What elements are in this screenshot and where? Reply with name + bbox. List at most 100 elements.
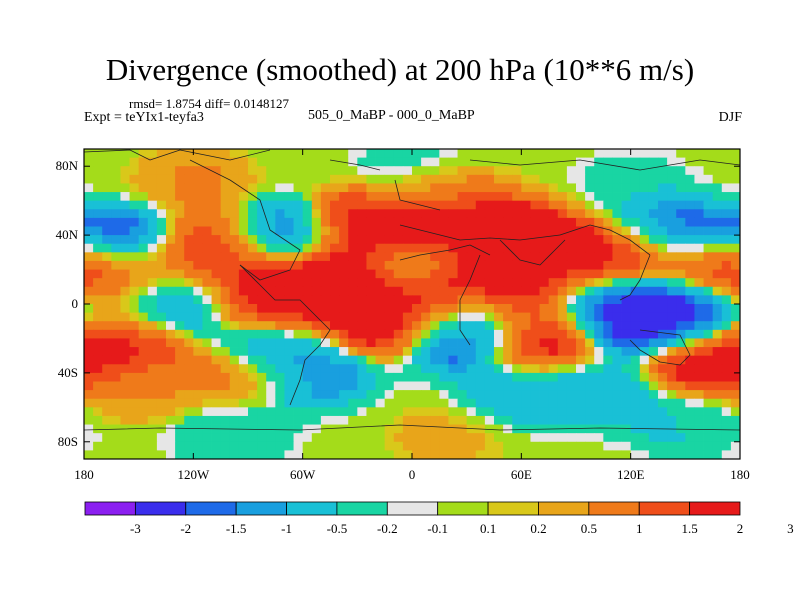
field-cell	[439, 450, 449, 460]
field-cell	[238, 304, 249, 314]
field-cell	[184, 174, 194, 184]
field-cell	[156, 200, 167, 210]
field-cell	[448, 372, 458, 382]
field-cell	[120, 441, 130, 451]
field-cell	[439, 347, 449, 357]
field-cell	[284, 304, 294, 314]
field-cell	[248, 433, 258, 443]
field-cell	[175, 278, 185, 288]
field-cell	[694, 278, 704, 288]
field-cell	[266, 286, 276, 296]
field-cell	[284, 338, 294, 348]
field-cell	[667, 347, 677, 357]
field-cell	[339, 260, 349, 270]
field-cell	[156, 450, 167, 460]
field-cell	[156, 226, 167, 236]
field-cell	[448, 217, 458, 227]
field-cell	[175, 200, 185, 210]
field-cell	[576, 347, 586, 357]
field-cell	[357, 312, 367, 322]
field-cell	[457, 398, 468, 408]
field-cell	[430, 286, 440, 296]
field-cell	[330, 235, 340, 245]
field-cell	[220, 441, 231, 451]
field-cell	[721, 415, 732, 425]
field-cell	[457, 390, 468, 400]
field-cell	[330, 433, 340, 443]
field-cell	[275, 398, 285, 408]
field-cell	[712, 441, 723, 451]
field-cell	[266, 372, 276, 382]
field-cell	[366, 355, 376, 365]
field-cell	[166, 286, 176, 296]
field-cell	[339, 450, 349, 460]
field-cell	[612, 278, 622, 288]
field-cell	[339, 321, 349, 331]
field-cell	[138, 286, 149, 296]
field-cell	[366, 243, 376, 253]
field-cell	[402, 269, 413, 279]
field-cell	[184, 260, 194, 270]
field-cell	[430, 433, 440, 443]
field-cell	[248, 312, 258, 322]
field-cell	[175, 433, 185, 443]
field-cell	[229, 183, 240, 193]
field-cell	[284, 372, 294, 382]
field-cell	[93, 433, 103, 443]
field-cell	[111, 209, 121, 219]
field-cell	[685, 321, 695, 331]
field-cell	[330, 441, 340, 451]
field-cell	[566, 347, 577, 357]
field-cell	[658, 381, 668, 391]
field-cell	[330, 450, 340, 460]
field-cell	[330, 166, 340, 176]
field-cell	[402, 304, 413, 314]
field-cell	[676, 321, 686, 331]
field-cell	[175, 192, 185, 202]
field-cell	[184, 192, 194, 202]
field-cell	[147, 243, 158, 253]
field-cell	[548, 269, 559, 279]
field-cell	[156, 243, 167, 253]
field-cell	[694, 372, 704, 382]
field-cell	[421, 433, 431, 443]
field-cell	[330, 381, 340, 391]
field-cell	[248, 441, 258, 451]
field-cell	[102, 312, 112, 322]
field-cell	[339, 269, 349, 279]
field-cell	[730, 183, 741, 193]
field-cell	[630, 372, 641, 382]
field-cell	[293, 252, 304, 262]
field-cell	[448, 338, 458, 348]
field-cell	[658, 226, 668, 236]
field-cell	[184, 235, 194, 245]
field-cell	[84, 347, 94, 357]
field-cell	[311, 286, 322, 296]
field-cell	[184, 286, 194, 296]
field-cell	[621, 226, 632, 236]
field-cell	[703, 398, 714, 408]
field-cell	[512, 433, 522, 443]
field-cell	[503, 174, 513, 184]
field-cell	[484, 450, 495, 460]
field-cell	[156, 372, 167, 382]
field-cell	[384, 183, 395, 193]
field-cell	[548, 243, 559, 253]
field-cell	[293, 278, 304, 288]
field-cell	[667, 149, 677, 159]
field-cell	[348, 364, 358, 374]
field-cell	[585, 174, 595, 184]
field-cell	[156, 329, 167, 339]
field-cell	[530, 407, 540, 417]
field-cell	[220, 407, 231, 417]
field-cell	[639, 235, 650, 245]
field-cell	[730, 235, 741, 245]
field-cell	[557, 149, 568, 159]
field-cell	[211, 407, 222, 417]
field-cell	[594, 364, 604, 374]
field-cell	[457, 372, 468, 382]
field-cell	[175, 398, 185, 408]
field-cell	[639, 390, 650, 400]
stats-label: rmsd= 1.8754 diff= 0.0148127	[129, 96, 289, 111]
field-cell	[585, 295, 595, 305]
